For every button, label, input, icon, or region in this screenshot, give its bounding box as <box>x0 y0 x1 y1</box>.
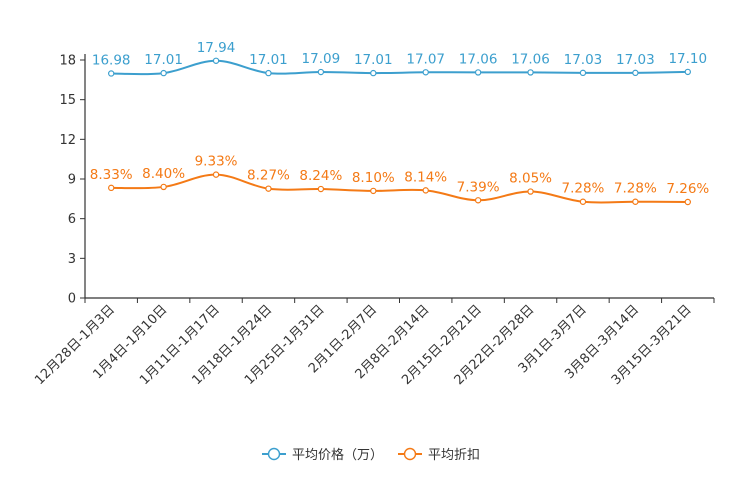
price-data-label: 17.06 <box>459 51 498 67</box>
x-axis-labels: 12月28日-1月3日1月4日-1月10日1月11日-1月17日1月18日-1月… <box>32 302 694 388</box>
discount-data-point <box>212 171 220 178</box>
price-data-point <box>579 69 587 77</box>
discount-data-label: 8.05% <box>509 171 552 187</box>
legend-item-price: 平均价格（万） <box>262 447 383 463</box>
price-data-label: 17.09 <box>302 51 341 67</box>
discount-data-label: 8.10% <box>352 170 395 186</box>
y-tick-label: 0 <box>68 292 76 307</box>
price-data-label: 17.01 <box>144 52 183 68</box>
discount-data-point <box>370 187 377 195</box>
price-data-label: 16.98 <box>92 52 131 68</box>
price-data-point <box>317 68 325 76</box>
price-data-label: 17.06 <box>511 51 550 67</box>
price-data-label: 17.01 <box>354 52 393 68</box>
y-tick-label: 18 <box>59 54 76 69</box>
discount-data-point <box>684 198 691 206</box>
discount-data-point <box>474 197 482 204</box>
discount-data-point <box>527 188 534 195</box>
price-data-point <box>212 57 220 64</box>
price-data-point <box>632 69 639 77</box>
y-tick-label: 3 <box>68 252 76 267</box>
discount-series-line <box>111 173 688 204</box>
discount-data-label: 8.24% <box>299 168 342 184</box>
discount-data-point <box>632 198 639 205</box>
price-data-point <box>422 69 429 76</box>
discount-data-label: 7.26% <box>666 181 709 197</box>
discount-data-point <box>422 187 429 194</box>
price-series-line <box>111 59 688 76</box>
discount-data-point <box>579 198 587 205</box>
series-lines <box>111 59 688 204</box>
legend: 平均价格（万） 平均折扣 <box>262 447 480 463</box>
price-data-label: 17.03 <box>616 52 655 68</box>
discount-data-label: 8.40% <box>142 166 185 182</box>
discount-data-label: 8.14% <box>404 169 447 185</box>
discount-data-label: 8.27% <box>247 168 290 184</box>
price-data-label: 17.94 <box>197 40 236 56</box>
y-tick-label: 12 <box>59 133 76 148</box>
price-data-point <box>160 69 167 77</box>
legend-marker-icon <box>403 447 417 461</box>
series-points <box>108 57 691 206</box>
discount-data-label: 7.39% <box>457 179 500 195</box>
price-data-label: 17.10 <box>668 51 707 67</box>
data-labels: 16.98 17.01 17.94 17.01 17.09 17.01 17.07 17.06… <box>90 40 710 197</box>
y-tick-label: 6 <box>68 212 76 227</box>
discount-data-point <box>265 185 272 192</box>
discount-data-label: 7.28% <box>562 181 605 197</box>
price-data-point <box>265 69 272 77</box>
price-data-label: 17.01 <box>249 52 288 68</box>
axes: 0 3 6 9 12 15 18 <box>59 54 715 307</box>
legend-label-discount: 平均折扣 <box>428 448 480 463</box>
price-data-point <box>108 70 115 77</box>
discount-data-point <box>160 183 167 191</box>
y-tick-label: 15 <box>59 93 76 108</box>
legend-item-discount: 平均折扣 <box>398 447 480 463</box>
discount-data-label: 7.28% <box>614 181 657 197</box>
y-tick-label: 9 <box>68 173 76 188</box>
price-data-label: 17.07 <box>406 51 445 67</box>
legend-label-price: 平均价格（万） <box>292 447 383 463</box>
discount-data-label: 8.33% <box>90 167 133 183</box>
discount-data-label: 9.33% <box>195 154 238 170</box>
discount-data-point <box>317 185 325 193</box>
price-data-label: 17.03 <box>564 52 603 68</box>
price-data-point <box>370 69 377 77</box>
price-data-point <box>527 69 534 76</box>
price-data-point <box>684 68 691 76</box>
legend-marker-icon <box>267 447 281 461</box>
discount-data-point <box>108 184 115 192</box>
price-data-point <box>474 69 482 76</box>
